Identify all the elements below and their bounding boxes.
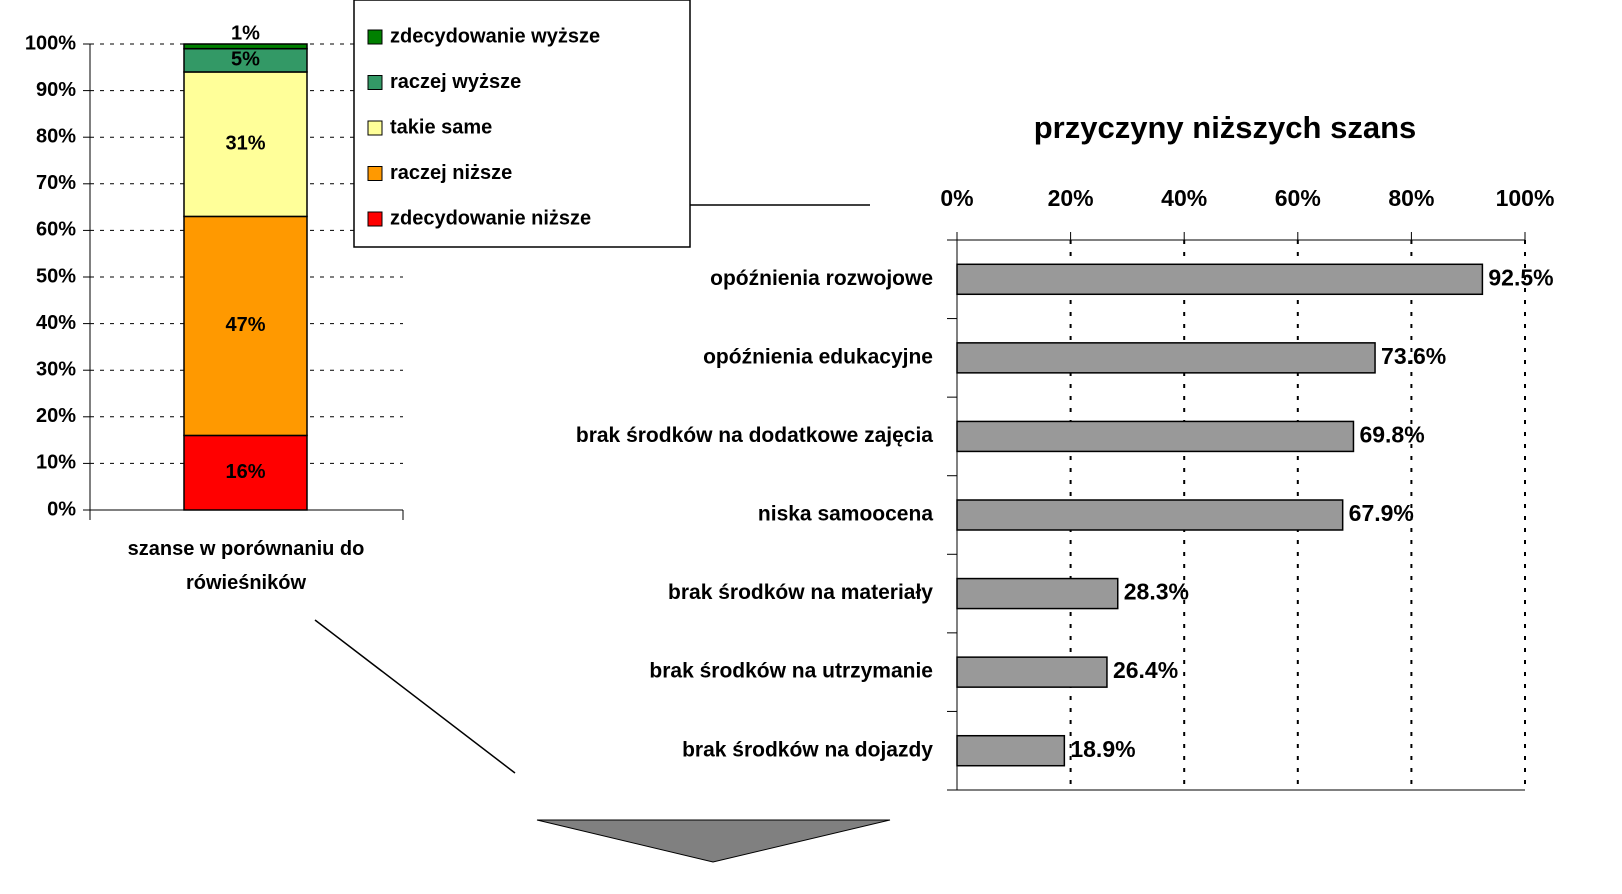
x-tick-label: 60% — [1275, 185, 1321, 211]
data-label: 69.8% — [1359, 422, 1424, 448]
chart-title: przyczyny niższych szans — [1034, 110, 1417, 145]
bar — [956, 734, 1066, 767]
bar — [956, 577, 1119, 610]
legend-label: raczej wyższe — [390, 71, 521, 93]
y-tick-label: 100% — [25, 32, 76, 54]
legend-swatch — [367, 29, 383, 45]
data-label: 73.6% — [1381, 343, 1446, 369]
legend-swatch — [367, 166, 383, 181]
y-tick-label: 20% — [36, 405, 76, 427]
bar — [956, 656, 1108, 688]
bar — [956, 342, 1376, 374]
data-label: 1% — [231, 22, 260, 44]
legend-box — [353, 0, 691, 248]
y-tick-label: 80% — [36, 125, 76, 147]
legend-label: zdecydowanie niższe — [390, 207, 591, 229]
y-tick-label: opóźnienia rozwojowe — [710, 267, 933, 290]
bar-segment — [183, 215, 308, 437]
y-tick-label: niska samoocena — [758, 503, 933, 526]
bar-segment — [183, 71, 308, 218]
bar — [956, 420, 1355, 453]
data-label: 18.9% — [1070, 736, 1135, 762]
bar-segment — [183, 434, 308, 511]
y-tick-label: brak środków na dodatkowe zajęcia — [576, 424, 933, 447]
legend-swatch — [367, 75, 383, 90]
data-label: 16% — [225, 461, 265, 483]
y-tick-label: 60% — [36, 219, 76, 241]
y-tick-label: 50% — [36, 265, 76, 287]
legend-swatch — [367, 211, 383, 227]
legend-swatch — [367, 120, 383, 136]
data-label: 28.3% — [1124, 579, 1189, 605]
arrow — [536, 819, 891, 863]
connector — [314, 619, 516, 774]
x-tick-label: 40% — [1161, 185, 1207, 211]
y-tick-label: 0% — [47, 498, 76, 520]
x-tick-label: 20% — [1048, 185, 1094, 211]
y-tick-label: brak środków na utrzymanie — [649, 660, 933, 683]
data-label: 31% — [225, 132, 265, 154]
x-tick-label: szanse w porównaniu do rówieśników — [127, 538, 365, 594]
x-tick-label: 100% — [1496, 185, 1555, 211]
data-label: 92.5% — [1488, 264, 1553, 290]
bar — [956, 263, 1484, 296]
data-label: 67.9% — [1349, 500, 1414, 526]
legend-label: zdecydowanie wyższe — [390, 25, 600, 47]
legend-label: takie same — [390, 116, 492, 138]
y-tick-label: 90% — [36, 79, 76, 101]
y-tick-label: 10% — [36, 452, 76, 474]
y-tick-label: brak środków na dojazdy — [682, 738, 933, 761]
y-tick-label: brak środków na materiały — [668, 581, 933, 604]
y-tick-label: opóźnienia edukacyjne — [703, 345, 933, 368]
bar — [956, 499, 1344, 531]
data-label: 26.4% — [1113, 657, 1178, 683]
y-tick-label: 70% — [36, 172, 76, 194]
data-label: 47% — [225, 314, 265, 336]
data-label: 5% — [231, 49, 260, 71]
y-tick-label: 30% — [36, 358, 76, 380]
bar-segment — [183, 43, 308, 50]
legend-label: raczej niższe — [390, 162, 512, 184]
y-tick-label: 40% — [36, 312, 76, 334]
x-tick-label: 80% — [1388, 185, 1434, 211]
x-tick-label: 0% — [940, 185, 973, 211]
